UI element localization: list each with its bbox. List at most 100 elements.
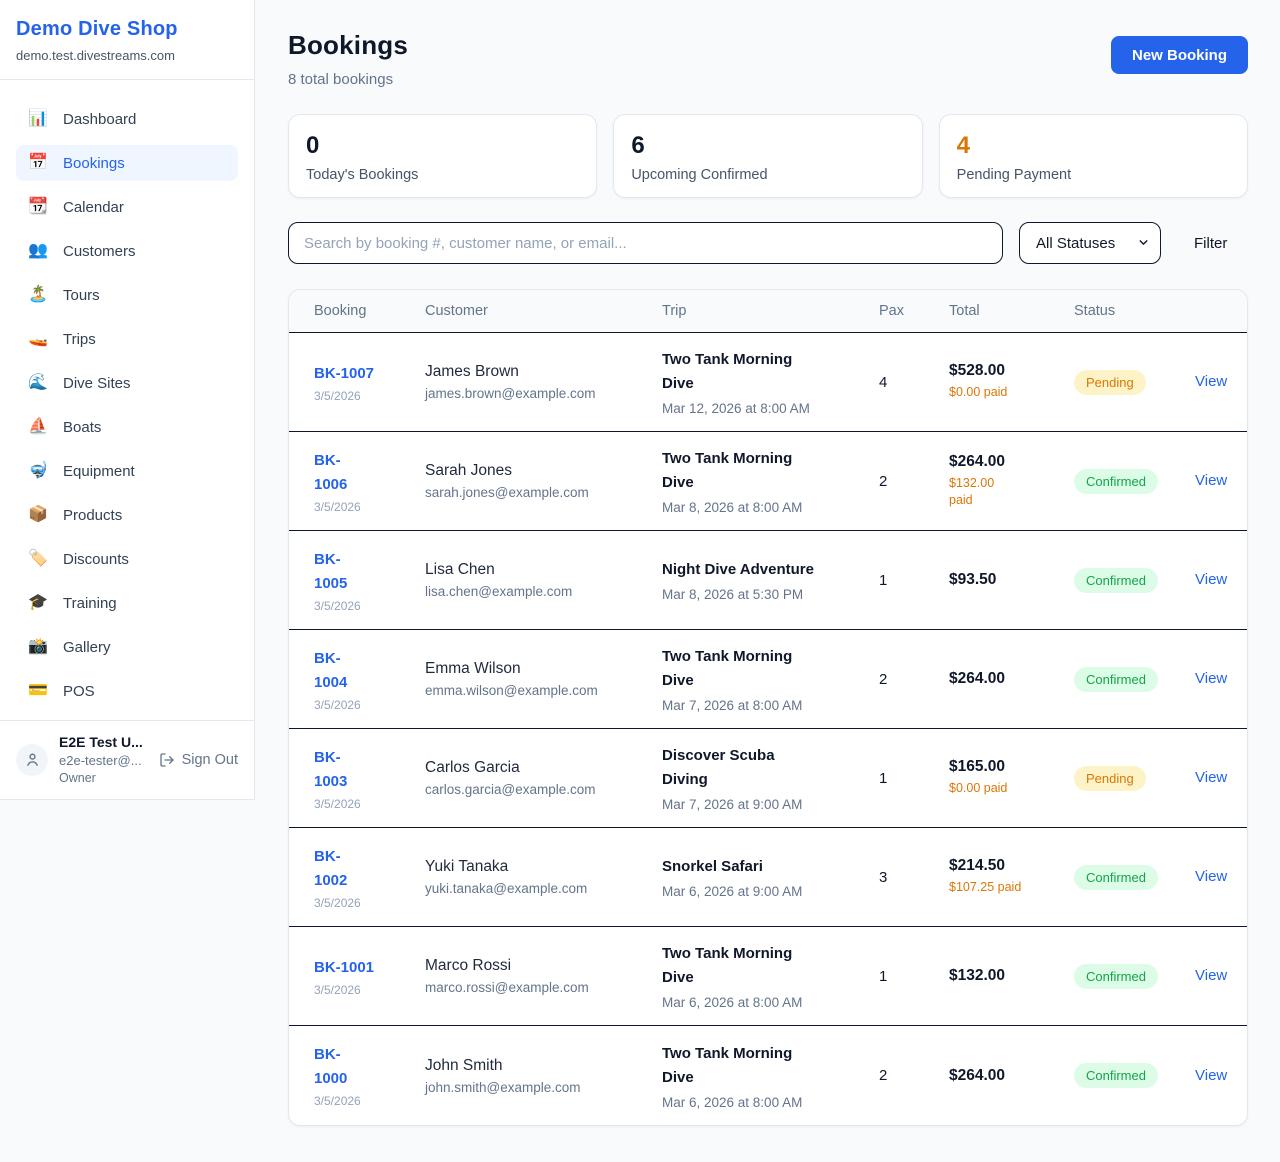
sidebar-item-products[interactable]: 📦 Products	[16, 497, 238, 533]
search-input[interactable]	[288, 222, 1003, 264]
total-amount: $264.00	[949, 670, 1006, 687]
sidebar-item-label: Products	[63, 506, 123, 524]
trip-name: Two Tank Morning Dive	[662, 648, 793, 689]
paid-amount: $0.00 paid	[949, 385, 1008, 400]
booking-id-link[interactable]: BK- 1003	[314, 748, 348, 790]
sidebar-item-dashboard[interactable]: 📊 Dashboard	[16, 101, 238, 137]
credit-card-icon: 💳	[28, 682, 48, 699]
speedboat-icon: 🚤	[28, 330, 48, 347]
column-header-trip: Trip	[662, 303, 687, 319]
pax-count: 1	[879, 571, 888, 589]
sidebar-item-equipment[interactable]: 🤿 Equipment	[16, 453, 238, 489]
trip-datetime: Mar 6, 2026 at 9:00 AM	[662, 884, 803, 899]
sign-out-button[interactable]: Sign Out	[159, 752, 238, 768]
status-badge: Confirmed	[1074, 963, 1158, 989]
sidebar-item-trips[interactable]: 🚤 Trips	[16, 321, 238, 357]
booking-id-link[interactable]: BK- 1006	[314, 451, 348, 493]
sidebar-item-pos[interactable]: 💳 POS	[16, 673, 238, 709]
sidebar-item-label: Tours	[63, 286, 100, 304]
wave-icon: 🌊	[28, 374, 48, 391]
trip-datetime: Mar 6, 2026 at 8:00 AM	[662, 995, 803, 1010]
stat-card-pending-payment: 4 Pending Payment	[938, 114, 1248, 198]
package-icon: 📦	[28, 506, 48, 523]
page-subtitle: 8 total bookings	[288, 71, 394, 88]
sidebar-item-label: Dashboard	[63, 110, 137, 128]
sidebar-item-training[interactable]: 🎓 Training	[16, 585, 238, 621]
sidebar-item-tours[interactable]: 🏝️ Tours	[16, 277, 238, 313]
user-info: E2E Test U... e2e-tester@... Owner	[59, 734, 148, 785]
sidebar-item-label: Customers	[63, 242, 136, 260]
sidebar-item-gallery[interactable]: 📸 Gallery	[16, 629, 238, 665]
trip-name: Two Tank Morning Dive	[662, 450, 793, 491]
customer-name: John Smith	[425, 1056, 503, 1074]
column-header-booking: Booking	[314, 303, 367, 319]
table-row: BK- 1002 3/5/2026 Yuki Tanaka yuki.tanaka@e…	[289, 828, 1247, 927]
view-link[interactable]: View	[1195, 571, 1228, 588]
view-link[interactable]: View	[1195, 472, 1228, 489]
status-badge: Confirmed	[1074, 567, 1158, 593]
stat-label: Pending Payment	[956, 167, 1072, 183]
sidebar-item-label: Training	[63, 594, 117, 612]
stat-value: 6	[631, 132, 645, 159]
total-amount: $93.50	[949, 571, 997, 588]
page-header: Bookings 8 total bookings New Booking	[288, 30, 1248, 88]
view-link[interactable]: View	[1195, 1066, 1228, 1084]
table-row: BK- 1006 3/5/2026 Sarah Jones sarah.jones@e…	[289, 432, 1247, 531]
customer-email: lisa.chen@example.com	[425, 584, 573, 599]
pax-count: 1	[879, 769, 888, 787]
booking-date: 3/5/2026	[314, 895, 361, 910]
booking-id-link[interactable]: BK- 1002	[314, 847, 348, 889]
customer-name: Sarah Jones	[425, 462, 513, 479]
sidebar-item-bookings[interactable]: 📅 Bookings	[16, 145, 238, 181]
booking-id-link[interactable]: BK-1007	[314, 364, 375, 382]
view-link[interactable]: View	[1195, 373, 1228, 390]
status-select[interactable]: All Statuses	[1019, 222, 1161, 264]
view-link[interactable]: View	[1195, 868, 1228, 885]
table-row: BK-1007 3/5/2026 James Brown james.brown@ex…	[289, 333, 1247, 432]
sidebar: Demo Dive Shop demo.test.divestreams.com…	[0, 0, 255, 800]
trip-name: Two Tank Morning Dive	[662, 945, 793, 986]
graduation-cap-icon: 🎓	[28, 594, 48, 611]
shop-name: Demo Dive Shop	[16, 18, 178, 40]
customer-name: Carlos Garcia	[425, 759, 520, 776]
tear-off-calendar-icon: 📆	[28, 198, 48, 215]
booking-id-link[interactable]: BK- 1004	[314, 649, 348, 691]
customer-email: john.smith@example.com	[425, 1079, 581, 1095]
sidebar-item-label: Bookings	[63, 154, 125, 172]
trip-name: Snorkel Safari	[662, 858, 763, 875]
page-title: Bookings	[288, 30, 409, 60]
bar-chart-icon: 📊	[28, 110, 48, 127]
view-link[interactable]: View	[1195, 769, 1228, 786]
column-header-status: Status	[1074, 303, 1116, 319]
booking-id-link[interactable]: BK- 1000	[314, 1046, 348, 1087]
sidebar-item-label: Dive Sites	[63, 374, 131, 392]
booking-id-link[interactable]: BK-1001	[314, 958, 375, 976]
sidebar-item-calendar[interactable]: 📆 Calendar	[16, 189, 238, 225]
pax-count: 2	[879, 670, 888, 688]
sidebar-nav: 📊 Dashboard 📅 Bookings 📆 Calendar 👥 Customers 🏝️…	[0, 80, 254, 709]
sidebar-item-dive-sites[interactable]: 🌊 Dive Sites	[16, 365, 238, 401]
booking-id-link[interactable]: BK- 1005	[314, 550, 348, 592]
sailboat-icon: ⛵	[28, 418, 48, 435]
total-amount: $528.00	[949, 362, 1006, 380]
view-link[interactable]: View	[1195, 670, 1228, 687]
sidebar-header: Demo Dive Shop demo.test.divestreams.com	[0, 0, 254, 80]
sidebar-item-discounts[interactable]: 🏷️ Discounts	[16, 541, 238, 577]
customer-name: James Brown	[425, 363, 519, 380]
sidebar-item-customers[interactable]: 👥 Customers	[16, 233, 238, 269]
new-booking-button[interactable]: New Booking	[1110, 36, 1248, 74]
sidebar-item-boats[interactable]: ⛵ Boats	[16, 409, 238, 445]
table-body: BK-1007 3/5/2026 James Brown james.brown@ex…	[289, 333, 1247, 1125]
column-header-total: Total	[949, 303, 980, 319]
status-badge: Pending	[1074, 369, 1146, 395]
customer-email: carlos.garcia@example.com	[425, 782, 596, 797]
pax-count: 2	[879, 472, 888, 490]
bookings-table: Booking Customer Trip Pax Total Status BK-100…	[288, 289, 1248, 1126]
sidebar-footer: E2E Test U... e2e-tester@... Owner Sign …	[0, 720, 254, 799]
view-link[interactable]: View	[1195, 967, 1228, 984]
customer-name: Emma Wilson	[425, 660, 521, 677]
stat-value: 0	[306, 132, 320, 159]
booking-date: 3/5/2026	[314, 796, 361, 811]
customer-email: sarah.jones@example.com	[425, 485, 589, 500]
filter-button[interactable]: Filter	[1194, 234, 1228, 252]
